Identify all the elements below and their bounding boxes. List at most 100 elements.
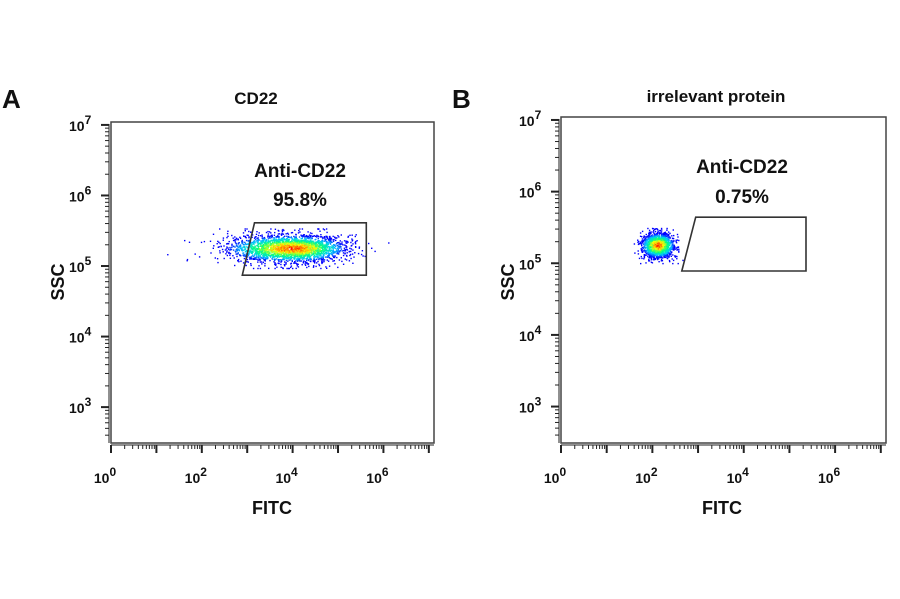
scatter-point bbox=[643, 258, 645, 260]
scatter-point bbox=[264, 262, 266, 265]
scatter-point bbox=[227, 235, 229, 237]
scatter-point bbox=[327, 238, 330, 240]
scatter-point bbox=[317, 239, 319, 242]
scatter-point bbox=[256, 237, 258, 240]
scatter-point bbox=[671, 244, 673, 246]
scatter-point bbox=[345, 246, 347, 248]
scatter-point bbox=[647, 250, 649, 253]
scatter-point bbox=[335, 251, 337, 253]
scatter-point bbox=[304, 242, 306, 245]
scatter-point bbox=[252, 267, 255, 270]
scatter-point bbox=[648, 251, 650, 253]
scatter-point bbox=[259, 245, 261, 247]
scatter-point bbox=[241, 239, 243, 242]
scatter-point bbox=[271, 245, 273, 247]
y-tick-label: 103 bbox=[69, 395, 92, 416]
scatter-point bbox=[316, 255, 319, 258]
scatter-point bbox=[290, 254, 293, 256]
scatter-point bbox=[331, 250, 334, 252]
scatter-point bbox=[672, 259, 675, 262]
scatter-point bbox=[298, 229, 300, 232]
scatter-point bbox=[294, 261, 296, 263]
scatter-point bbox=[253, 240, 255, 242]
scatter-point bbox=[328, 256, 330, 259]
scatter-point bbox=[666, 252, 668, 254]
scatter-point bbox=[228, 248, 230, 251]
scatter-point bbox=[304, 249, 306, 251]
scatter-point bbox=[302, 254, 304, 256]
scatter-point bbox=[637, 253, 640, 255]
scatter-point bbox=[249, 250, 251, 252]
scatter-point bbox=[255, 253, 258, 255]
scatter-point bbox=[290, 232, 293, 234]
scatter-point bbox=[250, 246, 252, 249]
scatter-point bbox=[258, 250, 260, 252]
scatter-point bbox=[656, 254, 658, 256]
scatter-point bbox=[312, 244, 314, 246]
scatter-point bbox=[314, 256, 317, 258]
scatter-point bbox=[246, 260, 248, 263]
scatter-point bbox=[306, 252, 309, 255]
scatter-point bbox=[288, 252, 291, 255]
scatter-point bbox=[332, 255, 335, 257]
scatter-point bbox=[325, 248, 328, 251]
scatter-point bbox=[321, 239, 324, 241]
scatter-point bbox=[261, 240, 263, 242]
scatter-point bbox=[268, 245, 270, 247]
scatter-point bbox=[280, 259, 282, 261]
scatter-point bbox=[312, 266, 315, 268]
scatter-point bbox=[648, 260, 650, 262]
scatter-point bbox=[252, 251, 254, 253]
scatter-point bbox=[317, 235, 320, 238]
scatter-point bbox=[650, 259, 653, 261]
scatter-point bbox=[313, 247, 315, 250]
scatter-point bbox=[664, 241, 667, 244]
scatter-point bbox=[306, 254, 309, 256]
scatter-point bbox=[323, 229, 326, 231]
scatter-point bbox=[308, 249, 310, 251]
scatter-point bbox=[282, 249, 284, 251]
scatter-point bbox=[281, 251, 283, 254]
scatter-point bbox=[316, 242, 319, 244]
scatter-point bbox=[299, 252, 301, 255]
scatter-point bbox=[312, 235, 315, 237]
scatter-point bbox=[223, 257, 225, 260]
scatter-point bbox=[306, 239, 308, 242]
scatter-point bbox=[296, 241, 298, 243]
scatter-point bbox=[274, 262, 276, 264]
scatter-point bbox=[226, 246, 228, 248]
scatter-point bbox=[303, 245, 305, 248]
scatter-point bbox=[669, 260, 671, 263]
scatter-point bbox=[262, 256, 265, 259]
scatter-point bbox=[652, 231, 654, 233]
scatter-point bbox=[251, 244, 253, 247]
scatter-point bbox=[254, 236, 256, 238]
scatter-point bbox=[656, 233, 658, 235]
scatter-point bbox=[345, 242, 347, 244]
scatter-point bbox=[319, 254, 322, 256]
scatter-point bbox=[658, 256, 661, 258]
scatter-point bbox=[657, 228, 659, 231]
scatter-point bbox=[658, 235, 661, 237]
scatter-point bbox=[303, 234, 305, 236]
scatter-point bbox=[323, 236, 326, 238]
scatter-point bbox=[304, 244, 306, 247]
scatter-point bbox=[297, 260, 299, 262]
scatter-point bbox=[637, 250, 639, 252]
scatter-point bbox=[299, 251, 301, 253]
scatter-point bbox=[298, 248, 300, 250]
scatter-point bbox=[653, 255, 655, 257]
scatter-point bbox=[321, 243, 324, 245]
scatter-point bbox=[644, 246, 646, 248]
scatter-point bbox=[235, 251, 237, 253]
scatter-point bbox=[247, 243, 249, 245]
scatter-point bbox=[328, 254, 330, 256]
scatter-point bbox=[243, 249, 245, 251]
scatter-point bbox=[283, 263, 286, 266]
scatter-point bbox=[661, 237, 663, 239]
scatter-point bbox=[648, 232, 651, 234]
scatter-point bbox=[241, 241, 243, 243]
scatter-point bbox=[304, 238, 306, 240]
scatter-point bbox=[354, 246, 357, 248]
scatter-point bbox=[250, 263, 252, 265]
